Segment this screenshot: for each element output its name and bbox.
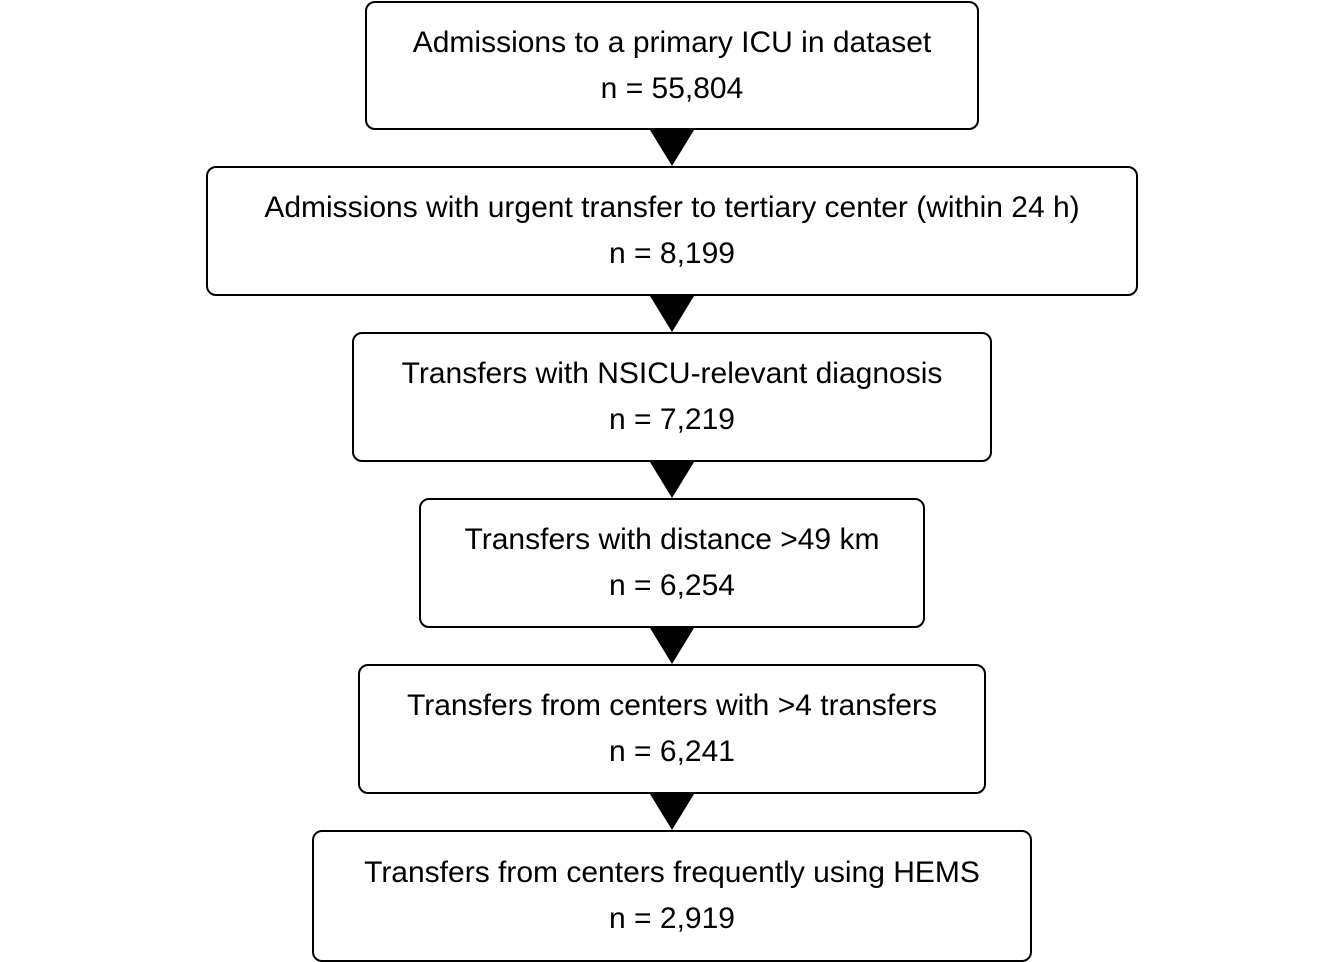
flow-step-nsicu-diagnosis: Transfers with NSICU-relevant diagnosis … <box>352 332 992 462</box>
flow-step-label: Transfers from centers frequently using … <box>364 856 980 889</box>
flow-step-count: n = 55,804 <box>600 71 744 105</box>
flow-step-count: n = 7,219 <box>609 403 735 436</box>
flow-step-label: Admissions with urgent transfer to terti… <box>264 191 1080 224</box>
flow-step-urgent-transfer: Admissions with urgent transfer to terti… <box>206 166 1138 296</box>
down-arrow-icon <box>650 794 694 830</box>
down-arrow-icon <box>650 462 694 498</box>
down-arrow-icon <box>650 296 694 332</box>
down-arrow-icon <box>650 130 694 166</box>
down-arrow-icon <box>650 628 694 664</box>
flow-step-label: Admissions to a primary ICU in dataset <box>412 25 932 59</box>
flow-step-count: n = 6,241 <box>609 735 735 768</box>
flow-step-centers-over-4-transfers: Transfers from centers with >4 transfers… <box>358 664 986 794</box>
flow-step-count: n = 8,199 <box>609 237 735 270</box>
flow-step-distance: Transfers with distance >49 km n = 6,254 <box>419 498 925 628</box>
flow-step-label: Transfers with NSICU-relevant diagnosis <box>401 357 943 390</box>
flow-step-admissions-primary-icu: Admissions to a primary ICU in dataset n… <box>365 1 979 130</box>
flow-step-label: Transfers from centers with >4 transfers <box>407 689 937 722</box>
flow-step-count: n = 2,919 <box>609 902 735 935</box>
flow-step-count: n = 6,254 <box>609 569 735 602</box>
flow-step-label: Transfers with distance >49 km <box>464 523 880 556</box>
flow-step-hems-centers: Transfers from centers frequently using … <box>312 830 1032 962</box>
